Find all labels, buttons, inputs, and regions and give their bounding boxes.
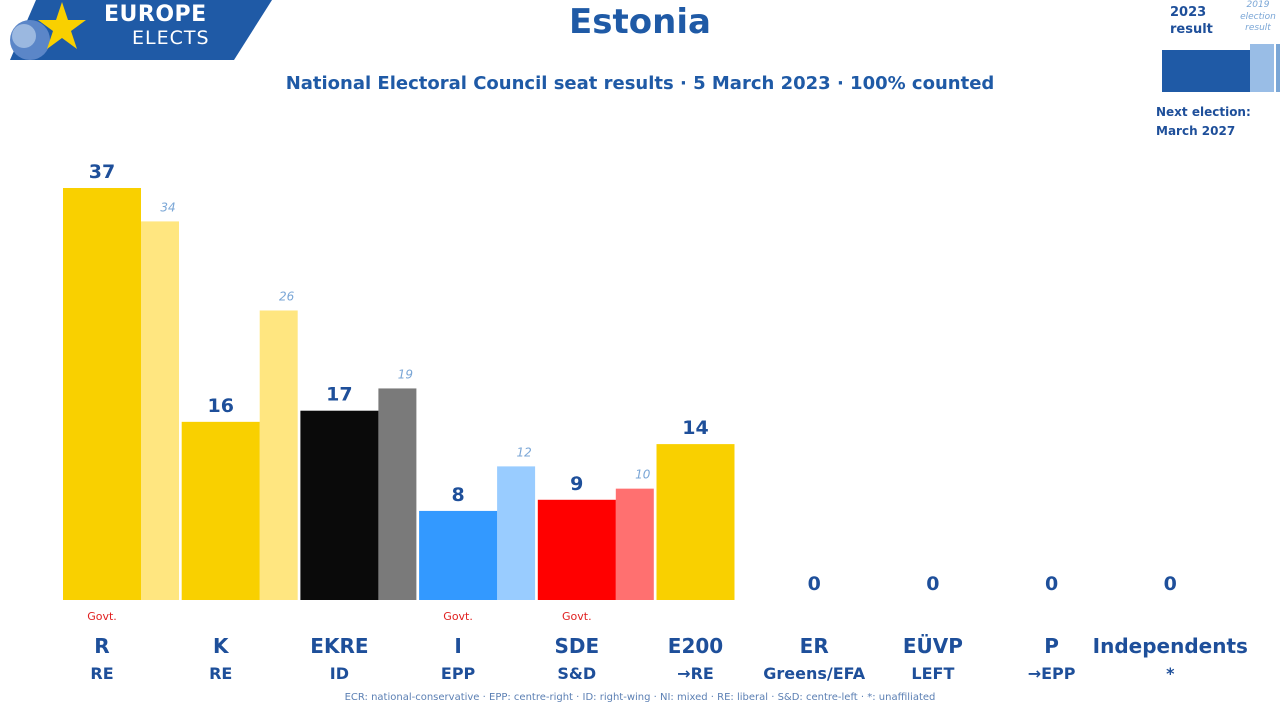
legend-current-year: 2023 [1170, 5, 1207, 20]
party-label-sde: SDE [554, 634, 599, 658]
legend-key [1162, 44, 1280, 92]
value-label-i: 8 [451, 484, 464, 506]
previous-value-label-r: 34 [160, 200, 175, 214]
party-label-p: P [1044, 634, 1059, 658]
value-label-er: 0 [808, 573, 821, 595]
next-election-label: Next election: [1156, 105, 1251, 119]
legend-current-text: result [1170, 21, 1213, 37]
value-label-independents: 0 [1164, 573, 1177, 595]
party-label-r: R [94, 634, 109, 658]
legend-previous-label: 2019 election result [1238, 0, 1278, 35]
govt-marker-i: Govt. [443, 610, 473, 623]
europe-elects-logo [10, 0, 272, 60]
party-label-i: I [454, 634, 461, 658]
party-label-er: ER [800, 634, 829, 658]
legend-previous-line-1: 2019 [1246, 0, 1270, 10]
party-label-ekre: EKRE [310, 634, 368, 658]
value-label-e200: 14 [682, 417, 708, 439]
group-label-k: RE [209, 664, 232, 683]
value-label-k: 16 [207, 395, 233, 417]
value-label-sde: 9 [570, 473, 583, 495]
previous-value-label-sde: 10 [635, 468, 651, 482]
bar-sde [537, 499, 616, 600]
group-label-e-vp: LEFT [911, 664, 954, 683]
bar-e200 [656, 444, 735, 600]
legend-current-label: 2023 result [1170, 5, 1213, 39]
logo-text: EUROPE ELECTS [104, 4, 210, 48]
party-label-independents: Independents [1093, 634, 1248, 658]
bar-previous-i [497, 466, 536, 600]
govt-marker-r: Govt. [87, 610, 117, 623]
value-label-p: 0 [1045, 573, 1058, 595]
group-label-e200: →RE [677, 664, 714, 683]
party-label-e200: E200 [668, 634, 723, 658]
bar-ekre [300, 410, 379, 600]
party-label-k: K [213, 634, 230, 658]
bar-k [181, 421, 260, 600]
group-label-independents: * [1166, 664, 1175, 683]
logo-line-1: EUROPE [104, 2, 207, 27]
value-label-r: 37 [89, 161, 115, 183]
bar-r [63, 188, 141, 600]
bar-previous-sde [615, 488, 654, 600]
chart-subtitle: National Electoral Council seat results … [285, 73, 995, 94]
footer-note: ECR: national-conservative · EPP: centre… [344, 692, 936, 703]
previous-value-label-ekre: 19 [398, 367, 413, 381]
group-label-sde: S&D [557, 664, 596, 683]
group-label-r: RE [90, 664, 113, 683]
previous-value-label-i: 12 [516, 445, 531, 459]
value-label-e-vp: 0 [926, 573, 939, 595]
group-label-er: Greens/EFA [763, 664, 866, 683]
legend-previous-line-3: result [1245, 23, 1271, 34]
govt-marker-sde: Govt. [562, 610, 592, 623]
party-label-e-vp: EÜVP [903, 634, 963, 658]
next-election-date: March 2027 [1156, 124, 1236, 139]
group-label-ekre: ID [330, 664, 349, 683]
previous-value-label-k: 26 [279, 289, 295, 303]
value-label-ekre: 17 [326, 384, 352, 406]
bar-i [419, 510, 498, 600]
legend-previous-line-2: election [1240, 11, 1276, 22]
bar-previous-r [141, 221, 179, 601]
next-election: Next election: March 2027 [1156, 103, 1251, 141]
group-label-i: EPP [441, 664, 476, 683]
bar-previous-k [259, 310, 298, 600]
group-label-p: →EPP [1028, 664, 1076, 683]
logo-line-2: ELECTS [132, 27, 210, 49]
chart-title: Estonia [569, 2, 711, 42]
bar-previous-ekre [378, 388, 417, 600]
